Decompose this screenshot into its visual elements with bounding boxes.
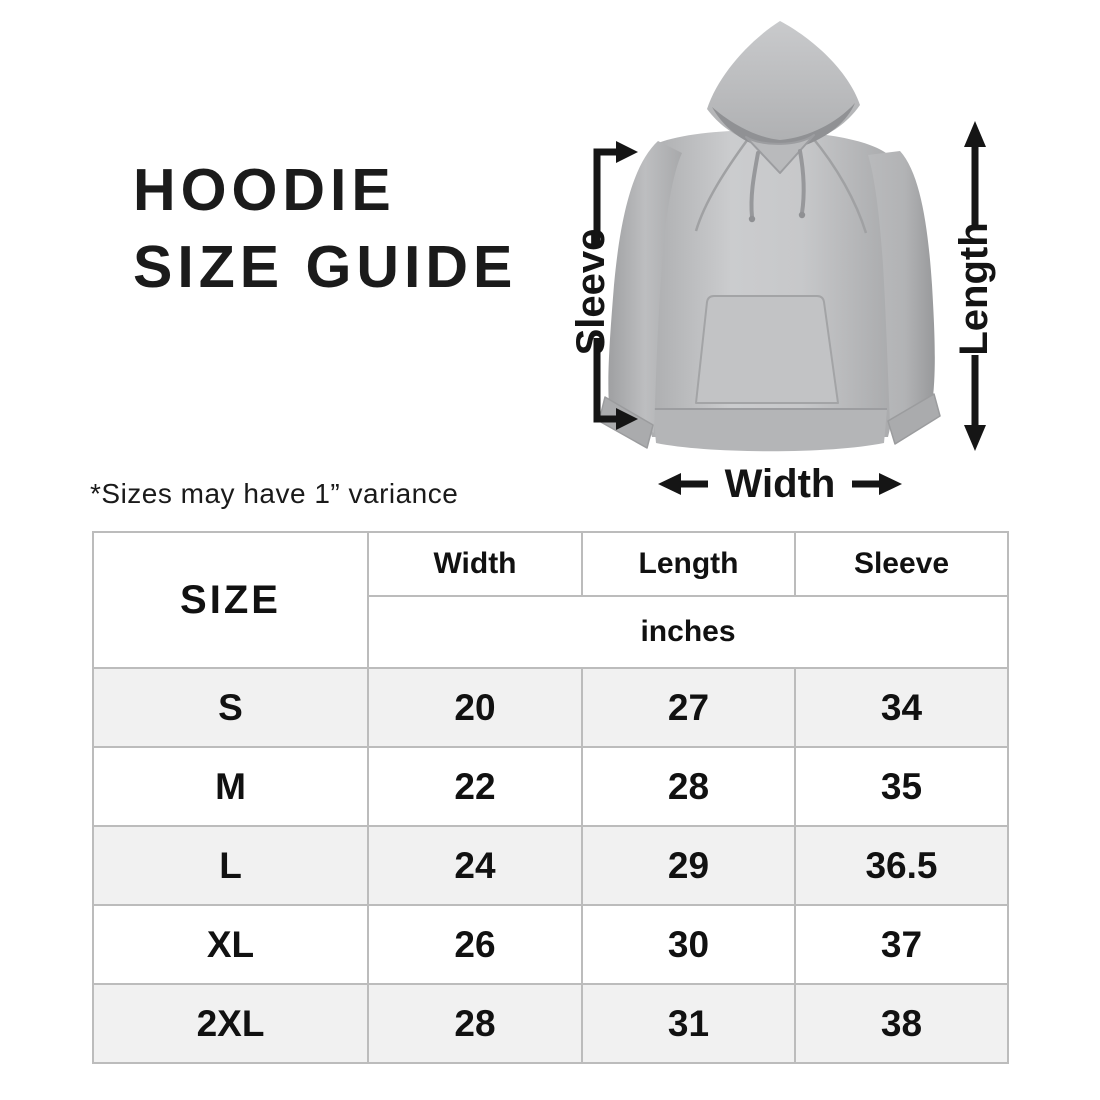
- hoodie-body: [639, 130, 901, 452]
- sleeve-cell: 36.5: [794, 825, 1009, 906]
- size-cell: L: [92, 825, 369, 906]
- size-table: SIZE Width Length Sleeve inches S 20 27 …: [92, 531, 1009, 1064]
- table-row-xl: XL 26 30 37: [92, 904, 1009, 985]
- table-row-2xl: 2XL 28 31 38: [92, 983, 1009, 1064]
- page-title: HOODIE SIZE GUIDE: [133, 152, 517, 306]
- width-cell: 20: [367, 667, 583, 748]
- variance-note: *Sizes may have 1” variance: [90, 478, 459, 509]
- unit-header: inches: [367, 595, 1009, 669]
- length-dimension-label: Length: [952, 222, 996, 356]
- hoodie-illustration: [593, 21, 986, 495]
- sleeve-cell: 35: [794, 746, 1009, 827]
- sleeve-cell: 37: [794, 904, 1009, 985]
- width-cell: 28: [367, 983, 583, 1064]
- hoodie-right-sleeve: [868, 151, 941, 445]
- width-right-arrow-icon: [852, 473, 902, 495]
- page-title-line1: HOODIE: [133, 157, 396, 223]
- hoodie-pocket: [695, 295, 839, 404]
- width-cell: 26: [367, 904, 583, 985]
- width-left-arrow-icon: [658, 473, 708, 495]
- length-cell: 28: [581, 746, 796, 827]
- length-cell: 31: [581, 983, 796, 1064]
- hoodie-hem: [653, 409, 887, 452]
- size-cell: M: [92, 746, 369, 827]
- table-row-l: L 24 29 36.5: [92, 825, 1009, 906]
- table-row-s: S 20 27 34: [92, 667, 1009, 748]
- length-cell: 30: [581, 904, 796, 985]
- size-cell: XL: [92, 904, 369, 985]
- length-cell: 27: [581, 667, 796, 748]
- size-cell: 2XL: [92, 983, 369, 1064]
- width-column-header: Width: [367, 531, 583, 597]
- width-cell: 24: [367, 825, 583, 906]
- length-arrow-icon: [964, 121, 986, 451]
- length-column-header: Length: [581, 531, 796, 597]
- width-cell: 22: [367, 746, 583, 827]
- width-dimension-label: Width: [724, 462, 836, 506]
- size-column-header: SIZE: [92, 531, 369, 669]
- table-row-m: M 22 28 35: [92, 746, 1009, 827]
- sleeve-dimension-label: Sleeve: [569, 228, 613, 356]
- hoodie-neck: [745, 134, 815, 174]
- size-cell: S: [92, 667, 369, 748]
- length-cell: 29: [581, 825, 796, 906]
- sleeve-cell: 38: [794, 983, 1009, 1064]
- sleeve-cell: 34: [794, 667, 1009, 748]
- sleeve-column-header: Sleeve: [794, 531, 1009, 597]
- sleeve-arrow-icon: [593, 141, 638, 430]
- hoodie-hood: [707, 21, 860, 223]
- page-title-line2: SIZE GUIDE: [133, 234, 518, 300]
